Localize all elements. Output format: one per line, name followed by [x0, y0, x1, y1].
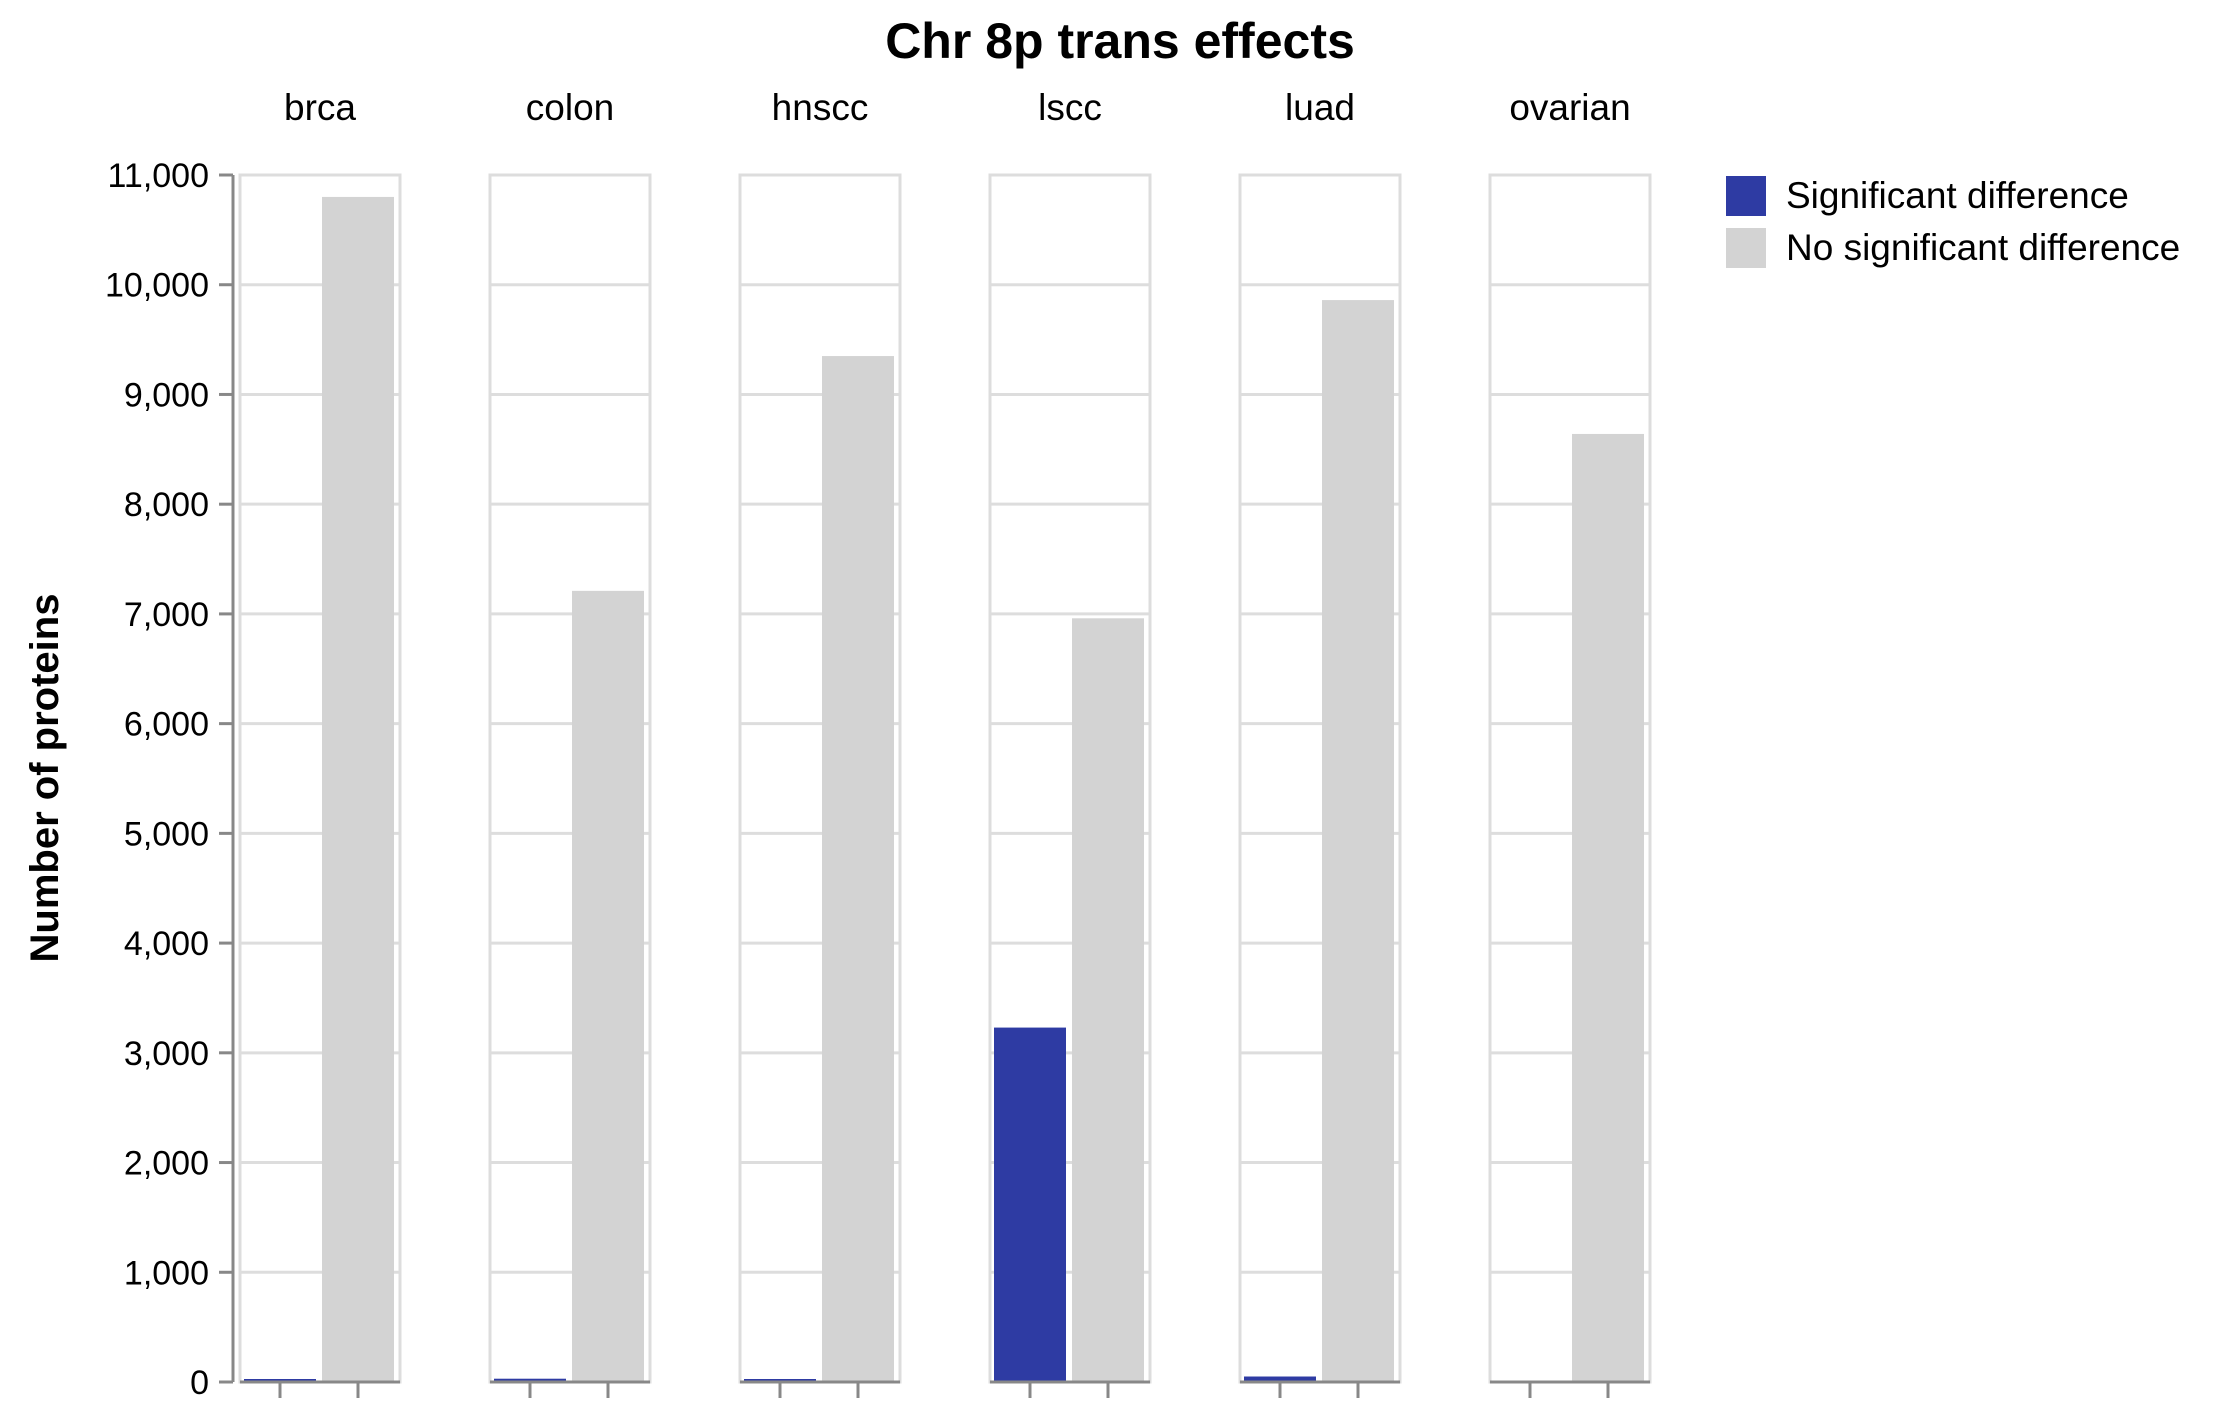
facet-label: colon: [526, 87, 614, 128]
facet-lscc: lscc: [988, 87, 1152, 1398]
facet-luad: luad: [1238, 87, 1402, 1398]
bar: [994, 1027, 1066, 1382]
y-tick-label: 5,000: [124, 815, 209, 853]
facet-label: lscc: [1038, 87, 1102, 128]
legend-label: No significant difference: [1786, 227, 2180, 268]
facets: brca colon hnscc lscc luad ovarian: [238, 87, 1652, 1398]
bar: [322, 196, 394, 1383]
y-tick-label: 6,000: [124, 706, 209, 744]
legend-swatch: [1726, 228, 1766, 268]
legend-swatch: [1726, 176, 1766, 216]
bar: [1072, 618, 1144, 1382]
legend: Significant difference No significant dif…: [1726, 175, 2180, 268]
facet-ovarian: ovarian: [1488, 87, 1652, 1398]
legend-label: Significant difference: [1786, 175, 2129, 216]
y-tick-label: 4,000: [124, 925, 209, 963]
bar: [1244, 1376, 1316, 1382]
y-axis: 0 1,000 2,000 3,000 4,000 5,000 6,000 7,000 8,00…: [105, 157, 235, 1402]
facet-brca: brca: [238, 87, 402, 1398]
bar: [1572, 433, 1644, 1382]
y-tick-label: 3,000: [124, 1035, 209, 1073]
facet-label: hnscc: [772, 87, 869, 128]
y-axis-label: Number of proteins: [23, 594, 67, 963]
bar: [822, 356, 894, 1382]
bar: [1322, 300, 1394, 1382]
y-tick-label: 9,000: [124, 376, 209, 414]
facet-label: luad: [1285, 87, 1355, 128]
y-tick-label: 7,000: [124, 596, 209, 634]
y-tick-label: 10,000: [105, 267, 209, 305]
facet-colon: colon: [488, 87, 652, 1398]
y-tick-label: 1,000: [124, 1254, 209, 1292]
y-tick-label: 8,000: [124, 486, 209, 524]
facet-label: ovarian: [1509, 87, 1630, 128]
y-tick-label: 0: [190, 1364, 209, 1402]
y-tick-label: 2,000: [124, 1145, 209, 1183]
bar: [572, 590, 644, 1382]
facet-label: brca: [284, 87, 356, 128]
chart-title: Chr 8p trans effects: [885, 13, 1355, 69]
facet-hnscc: hnscc: [738, 87, 902, 1398]
y-tick-label: 11,000: [108, 157, 209, 195]
bar: [494, 1378, 566, 1382]
